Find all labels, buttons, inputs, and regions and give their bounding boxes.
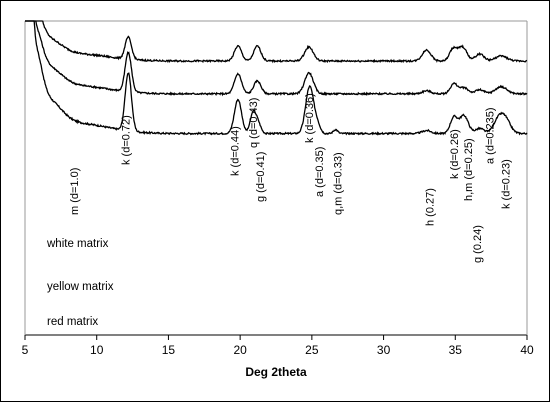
- x-axis-title: Deg 2theta: [245, 365, 307, 379]
- x-tick-label: 30: [377, 343, 391, 357]
- trace-label-white: white matrix: [46, 238, 109, 250]
- trace-label-red: red matrix: [47, 316, 98, 328]
- peak-annotation: h (0.27): [424, 188, 436, 226]
- series-line-white-matrix: [25, 20, 528, 136]
- x-tick-label: 25: [305, 343, 319, 357]
- trace-label-yellow: yellow matrix: [47, 281, 114, 293]
- peak-annotation: q (d=0.43): [248, 98, 260, 148]
- peak-annotation: g (0.24): [472, 225, 484, 263]
- series-line-yellow-matrix: [25, 20, 528, 97]
- peak-annotation: k (d=0.72): [120, 115, 132, 165]
- peak-annotation: a (d=0.35): [314, 147, 326, 197]
- peak-annotations: m (d=1.0) k (d=0.72) k (d=0.44) q (d=0.43) g…: [69, 93, 513, 263]
- peak-annotation: h,m (d=0.25): [463, 138, 475, 201]
- x-tick-label: 5: [22, 343, 29, 357]
- peak-annotation: g (d=0.41): [255, 152, 267, 202]
- x-tick-label: 35: [449, 343, 463, 357]
- x-tick-label: 15: [162, 343, 176, 357]
- trace-labels: white matrix yellow matrix red matrix: [46, 238, 114, 328]
- peak-annotation: q,m (d=0.33): [333, 152, 345, 215]
- x-tick-label: 10: [90, 343, 104, 357]
- peak-annotation: a (d=0.235): [485, 107, 497, 164]
- peak-annotation: k (d=0.44): [229, 126, 241, 176]
- peak-annotation: k (d=0.26): [449, 129, 461, 179]
- series-line-red-matrix: [25, 20, 528, 64]
- x-tick-label: 20: [233, 343, 247, 357]
- peak-annotation: k (d=0.36): [304, 93, 316, 143]
- x-ticks: 5 10 15 20 25 30 35 40: [22, 335, 534, 357]
- series-lines: [25, 20, 528, 136]
- x-tick-label: 40: [520, 343, 534, 357]
- peak-annotation: k (d=0.23): [500, 159, 512, 209]
- peak-annotation: m (d=1.0): [69, 168, 81, 215]
- plot-area: [24, 20, 528, 336]
